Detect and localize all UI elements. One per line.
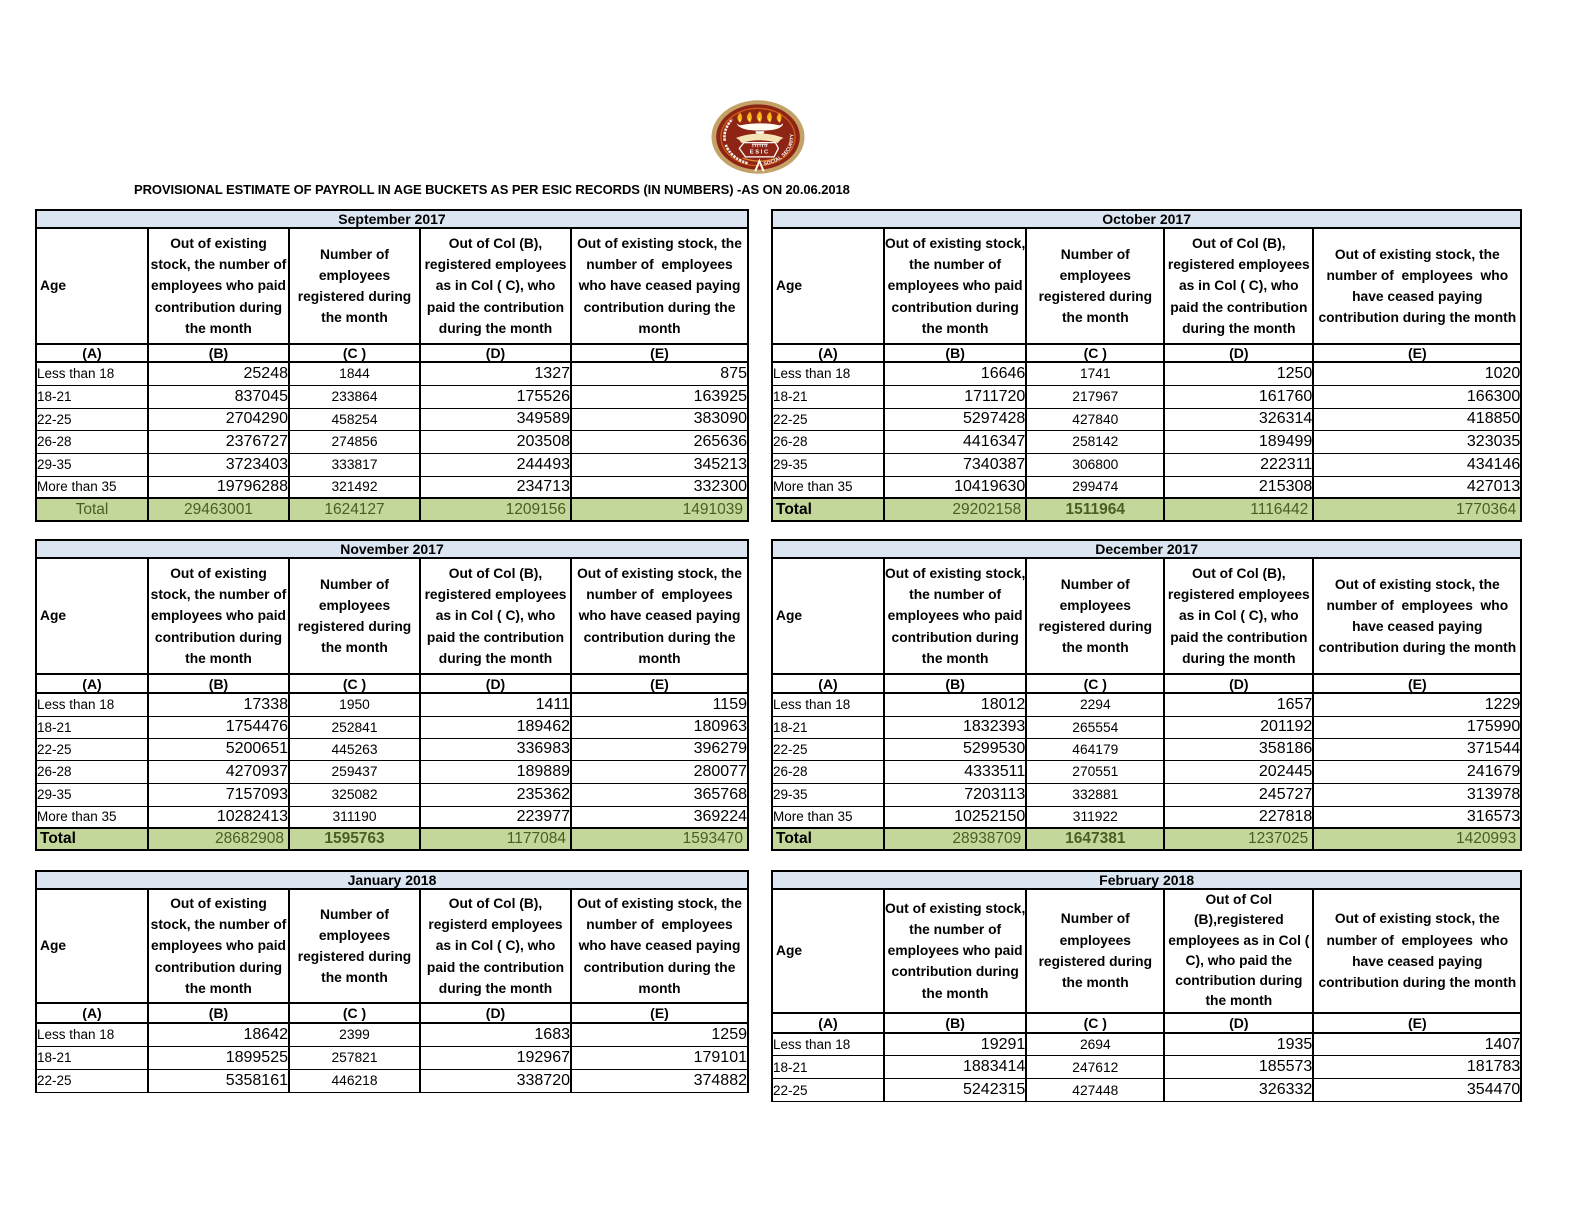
svg-text:ESIC: ESIC [750,150,770,156]
